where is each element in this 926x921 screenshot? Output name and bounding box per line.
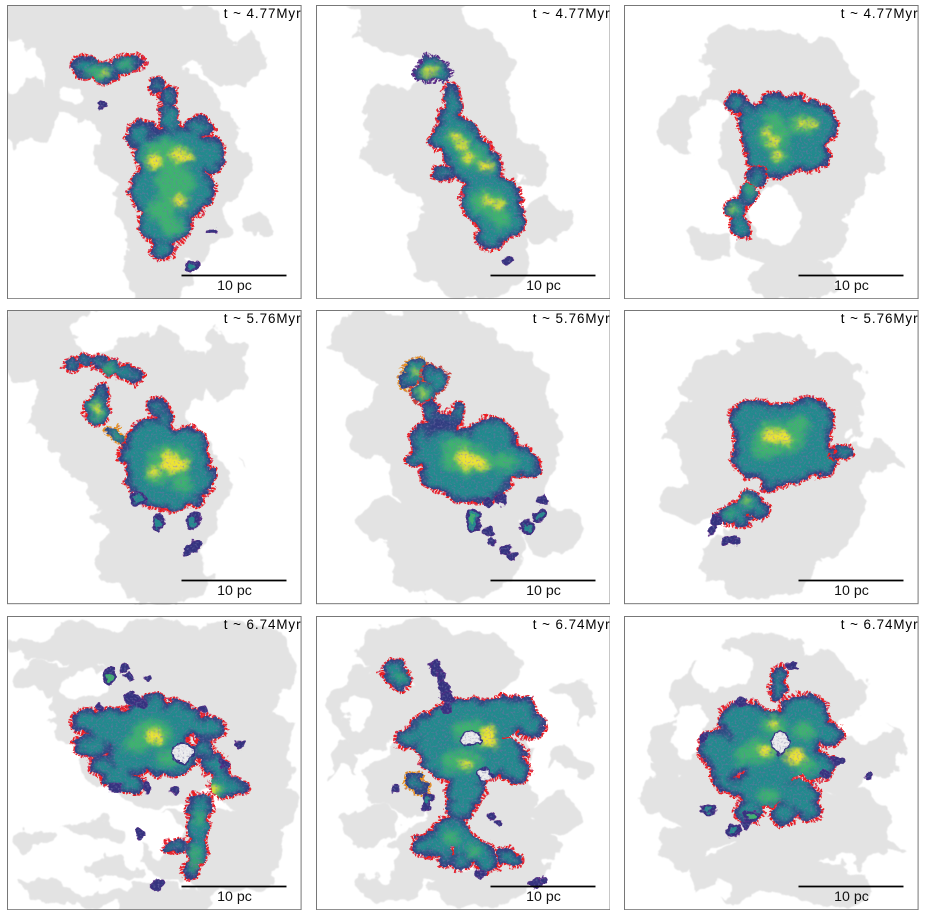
svg-text:10 pc: 10 pc [526, 889, 561, 905]
svg-text:10 pc: 10 pc [835, 277, 870, 293]
svg-text:t ~ 4.77Myr: t ~ 4.77Myr [841, 5, 919, 20]
svg-text:10 pc: 10 pc [835, 583, 870, 599]
svg-text:10 pc: 10 pc [526, 583, 561, 599]
svg-text:t ~ 4.77Myr: t ~ 4.77Myr [532, 5, 610, 20]
svg-text:10 pc: 10 pc [526, 277, 561, 293]
svg-text:t ~ 5.76Myr: t ~ 5.76Myr [841, 311, 919, 326]
svg-text:t ~ 6.74Myr: t ~ 6.74Myr [841, 617, 919, 632]
svg-text:t ~ 5.76Myr: t ~ 5.76Myr [532, 311, 610, 326]
svg-text:10 pc: 10 pc [217, 889, 252, 905]
svg-text:t ~ 6.74Myr: t ~ 6.74Myr [224, 617, 302, 632]
svg-text:10 pc: 10 pc [835, 889, 870, 905]
svg-text:t ~ 5.76Myr: t ~ 5.76Myr [224, 311, 302, 326]
svg-text:t ~ 4.77Myr: t ~ 4.77Myr [224, 5, 302, 20]
svg-text:10 pc: 10 pc [217, 277, 252, 293]
svg-text:10 pc: 10 pc [217, 583, 252, 599]
svg-text:t ~ 6.74Myr: t ~ 6.74Myr [532, 617, 610, 632]
